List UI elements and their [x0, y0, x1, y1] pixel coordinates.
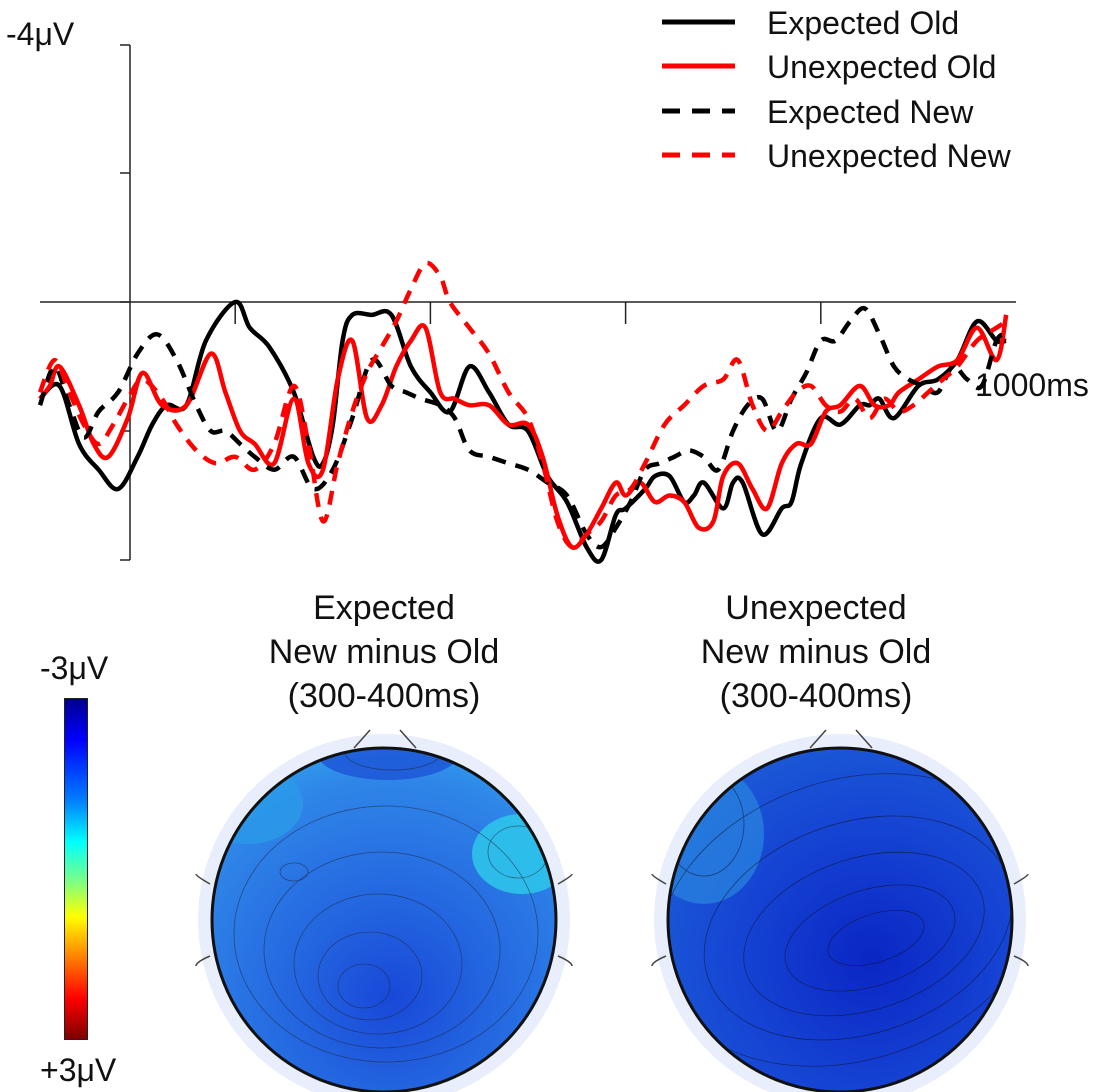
- left-ear-icon: [651, 873, 667, 967]
- topomap-expected: [195, 729, 573, 1092]
- topomap-title-line: Unexpected: [725, 589, 907, 627]
- topomap-title-line: New minus Old: [700, 633, 932, 671]
- topomap-title-expected: Expected New minus Old (300-400ms): [234, 586, 534, 718]
- x-axis-ticks: [234, 302, 822, 324]
- topomap-unexpected: [651, 729, 1029, 1092]
- colorbar-bottom-label: +3μV: [40, 1052, 117, 1088]
- legend-label-unexpected-old: Unexpected Old: [767, 49, 996, 85]
- head-outline: [666, 746, 1014, 1092]
- x-end-label: 1000ms: [975, 367, 1089, 403]
- series-line-expected-old: [38, 299, 1007, 564]
- head-outline: [210, 746, 558, 1092]
- legend-label-expected-old: Expected Old: [767, 5, 959, 41]
- left-ear-icon: [195, 873, 211, 967]
- nose-icon: [809, 729, 873, 749]
- topomap-title-line: New minus Old: [268, 633, 500, 671]
- colorbar: [64, 698, 88, 1040]
- topomap-title-unexpected: Unexpected New minus Old (300-400ms): [666, 586, 966, 718]
- series-line-expected-new: [37, 305, 1008, 550]
- legend: Expected Old Unexpected Old Expected New…: [662, 5, 1012, 174]
- right-ear-icon: [557, 873, 573, 967]
- topomap-title-line: (300-400ms): [719, 677, 913, 715]
- nose-icon: [353, 729, 417, 749]
- y-top-label: -4μV: [6, 16, 75, 52]
- right-ear-icon: [1013, 873, 1029, 967]
- legend-label-unexpected-new: Unexpected New: [767, 138, 1012, 174]
- series-layer: [37, 260, 1009, 564]
- colorbar-top-label: -3μV: [40, 650, 109, 686]
- topomap-title-line: (300-400ms): [287, 677, 481, 715]
- erp-waveform-chart: -4μV 1000ms Expected Old Unexpected Old …: [6, 5, 1089, 564]
- series-line-unexpected-old: [38, 314, 1009, 550]
- topomap-title-line: Expected: [313, 589, 455, 627]
- legend-label-expected-new: Expected New: [767, 94, 974, 130]
- series-line-unexpected-new: [37, 260, 1008, 550]
